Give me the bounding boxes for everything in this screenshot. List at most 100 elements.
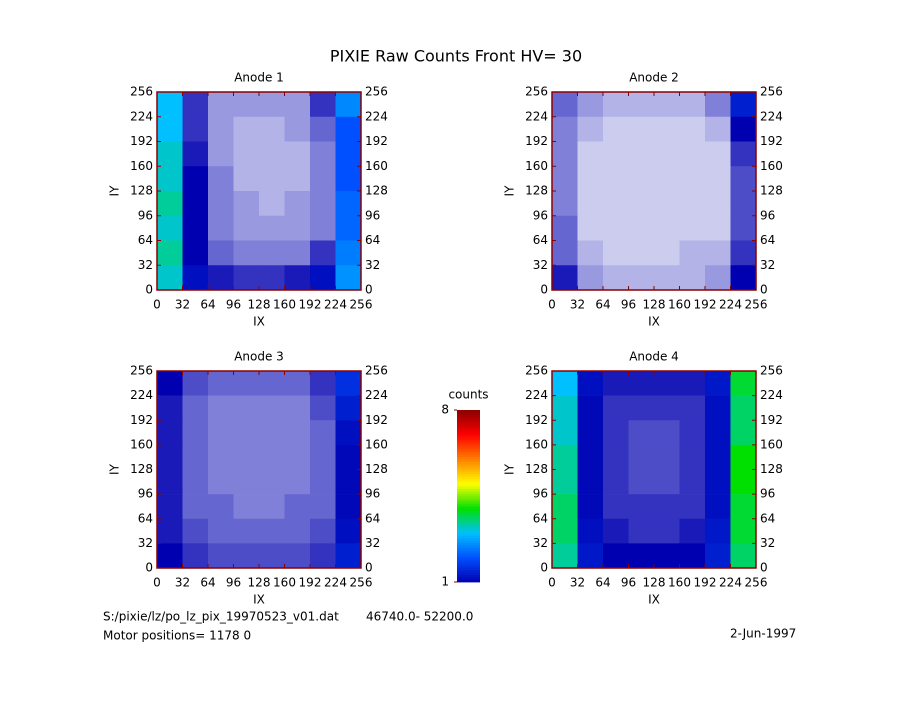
heatmap-cell	[310, 494, 336, 520]
heatmap-cell	[705, 420, 731, 446]
colorbar-step	[457, 577, 480, 580]
y-tick-label: 96	[138, 487, 153, 501]
heatmap-cell	[730, 444, 757, 470]
heatmap-cell	[208, 469, 234, 495]
x-axis-label: IX	[648, 593, 660, 607]
heatmap-cell	[628, 543, 655, 569]
heatmap-cell	[552, 371, 578, 396]
x-tick-label: 32	[570, 298, 585, 312]
heatmap-cell	[730, 494, 757, 520]
colorbar-step	[457, 518, 480, 521]
y-tick-label: 32	[138, 536, 153, 550]
heatmap-cell	[603, 543, 629, 569]
colorbar-step	[457, 473, 480, 477]
y-tick-label-right: 192	[365, 134, 388, 148]
y-tick-label-right: 160	[365, 159, 388, 173]
colorbar-step	[457, 456, 480, 460]
x-tick-label: 224	[324, 298, 347, 312]
heatmap-cell	[603, 92, 629, 118]
heatmap-cell	[208, 141, 234, 167]
y-tick-label-right: 64	[760, 233, 775, 247]
heatmap-cell	[182, 518, 209, 544]
x-tick-label: 192	[694, 576, 717, 590]
x-axis-label: IX	[253, 593, 265, 607]
heatmap-cell	[157, 265, 183, 291]
heatmap-cell	[730, 395, 757, 421]
x-tick-label: 0	[153, 576, 161, 590]
heatmap-cell	[577, 395, 604, 421]
heatmap-cell	[208, 92, 234, 118]
heatmap-cell	[628, 444, 655, 470]
y-tick-label-right: 224	[365, 109, 388, 123]
heatmap-cell	[654, 420, 680, 446]
x-axis-label: IX	[648, 315, 660, 329]
x-tick-label: 256	[350, 576, 373, 590]
y-tick-label: 160	[525, 159, 548, 173]
heatmap-cell	[577, 191, 604, 217]
x-tick-label: 160	[273, 298, 296, 312]
heatmap-cell	[233, 116, 260, 142]
heatmap-cell	[577, 420, 604, 446]
y-tick-label: 32	[533, 536, 548, 550]
heatmap-cell	[310, 371, 336, 396]
heatmap-cell	[552, 265, 578, 291]
heatmap-cell	[705, 215, 731, 241]
x-tick-label: 160	[668, 298, 691, 312]
y-tick-label-right: 0	[760, 283, 768, 297]
x-tick-label: 64	[200, 576, 215, 590]
x-tick-label: 0	[153, 298, 161, 312]
heatmap-cell	[705, 444, 731, 470]
heatmap-cell	[552, 395, 578, 421]
heatmap-cell	[577, 518, 604, 544]
heatmap-cell	[654, 444, 680, 470]
heatmap-cell	[654, 395, 680, 421]
colorbar-step	[457, 427, 480, 431]
colorbar-step	[457, 441, 480, 445]
colorbar-step	[457, 498, 480, 502]
heatmap-cell	[335, 371, 362, 396]
heatmap-cell	[577, 444, 604, 470]
heatmap-cell	[157, 215, 183, 241]
x-tick-label: 192	[694, 298, 717, 312]
colorbar-step	[457, 532, 480, 536]
x-tick-label: 192	[299, 298, 322, 312]
heatmap-cell	[259, 371, 285, 396]
y-tick-label: 96	[533, 487, 548, 501]
colorbar-step	[457, 439, 480, 443]
heatmap-cell	[259, 166, 285, 192]
heatmap-cell	[335, 444, 362, 470]
heatmap-cell	[603, 420, 629, 446]
heatmap-cell	[157, 395, 183, 421]
heatmap-cell	[705, 191, 731, 217]
heatmap-cell	[208, 240, 234, 266]
footer-motor: Motor positions= 1178 0	[103, 629, 251, 643]
heatmap-cell	[679, 265, 706, 291]
heatmap-cell	[284, 166, 311, 192]
heatmap-cell	[182, 191, 209, 217]
heatmap-cell	[284, 420, 311, 446]
x-tick-label: 256	[745, 576, 768, 590]
heatmap-cell	[679, 444, 706, 470]
heatmap-cell	[284, 371, 311, 396]
colorbar-step	[457, 481, 480, 485]
heatmap-cell	[157, 469, 183, 495]
heatmap-cell	[552, 469, 578, 495]
heatmap-cell	[654, 92, 680, 118]
y-tick-label: 96	[138, 208, 153, 222]
y-tick-label: 160	[130, 437, 153, 451]
colorbar-step	[457, 545, 480, 548]
colorbar-step	[457, 444, 480, 448]
heatmap-cell	[259, 469, 285, 495]
y-tick-label-right: 224	[365, 388, 388, 402]
y-tick-label-right: 96	[365, 487, 380, 501]
y-tick-label: 128	[525, 462, 548, 476]
colorbar-step	[457, 488, 480, 492]
heatmap-cell	[577, 92, 604, 118]
heatmap-cell	[157, 116, 183, 142]
colorbar-step	[457, 476, 480, 480]
heatmap-cell	[259, 444, 285, 470]
heatmap-cell	[233, 141, 260, 167]
heatmap-cell	[705, 116, 731, 142]
y-tick-label-right: 96	[760, 487, 775, 501]
